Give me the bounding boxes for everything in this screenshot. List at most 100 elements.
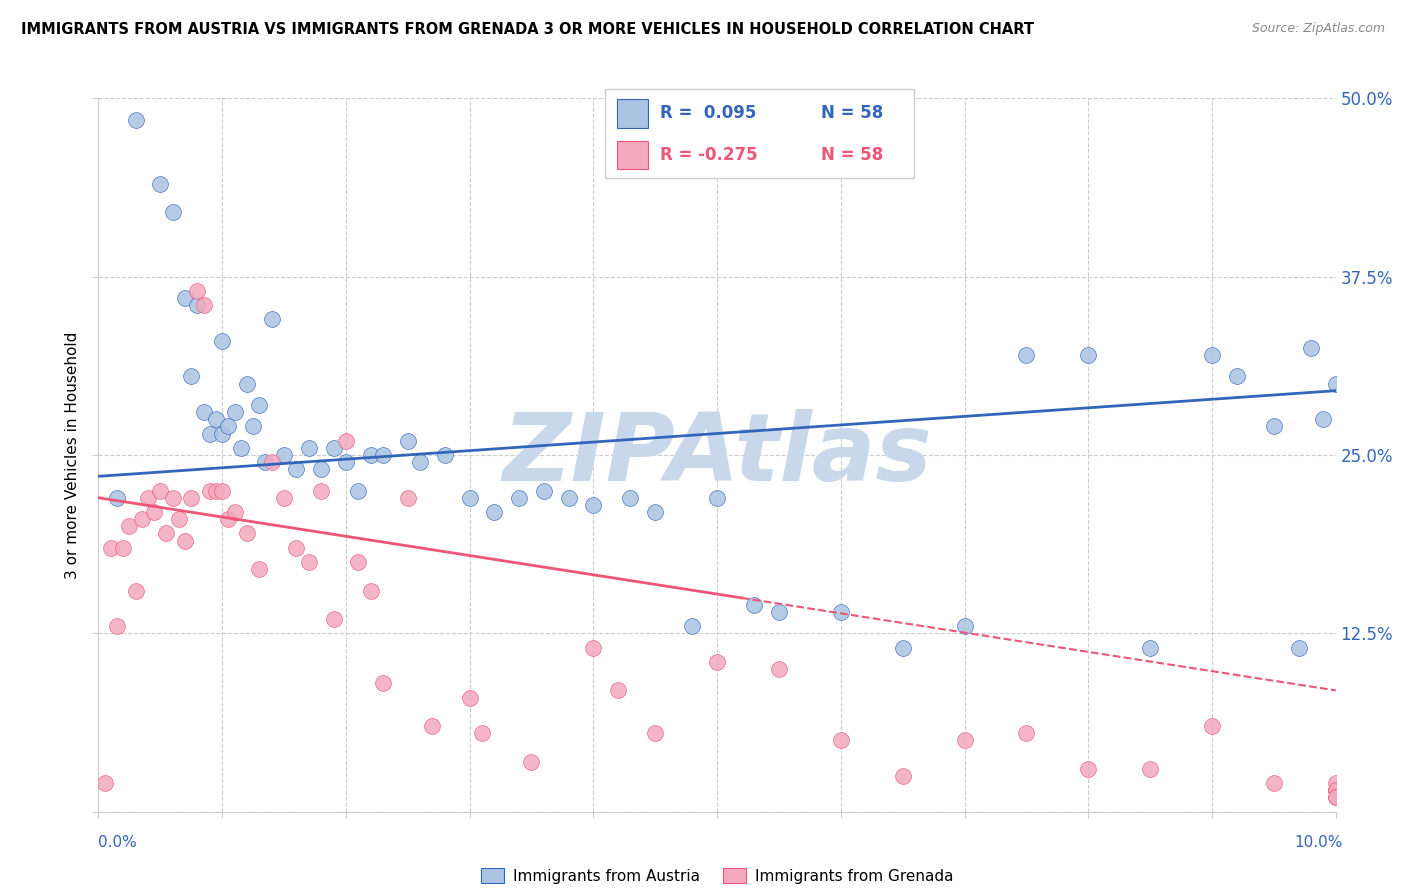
Point xyxy=(1139,762,1161,776)
Point xyxy=(260,312,283,326)
Point xyxy=(335,455,357,469)
Point xyxy=(273,448,295,462)
Point xyxy=(1324,376,1347,391)
Point xyxy=(217,512,239,526)
Point xyxy=(768,662,790,676)
Point xyxy=(458,491,481,505)
Point xyxy=(285,462,308,476)
Point xyxy=(433,448,456,462)
Point xyxy=(322,612,344,626)
Point xyxy=(1226,369,1249,384)
Point xyxy=(105,619,128,633)
Point xyxy=(247,562,270,576)
FancyBboxPatch shape xyxy=(617,141,648,169)
Point xyxy=(953,733,976,747)
Point xyxy=(211,334,233,348)
Text: ZIPAtlas: ZIPAtlas xyxy=(502,409,932,501)
Point xyxy=(273,491,295,505)
Point xyxy=(1201,348,1223,362)
Point xyxy=(124,583,146,598)
Point xyxy=(681,619,703,633)
Point xyxy=(458,690,481,705)
Point xyxy=(93,776,115,790)
Point xyxy=(118,519,141,533)
Point xyxy=(136,491,159,505)
Point xyxy=(830,605,852,619)
Text: R = -0.275: R = -0.275 xyxy=(661,146,758,164)
Point xyxy=(396,434,419,448)
Point xyxy=(180,491,202,505)
Point xyxy=(124,112,146,127)
Point xyxy=(186,298,208,312)
Point xyxy=(607,683,630,698)
Point xyxy=(217,419,239,434)
Point xyxy=(211,483,233,498)
Y-axis label: 3 or more Vehicles in Household: 3 or more Vehicles in Household xyxy=(65,331,80,579)
Point xyxy=(360,583,382,598)
Text: N = 58: N = 58 xyxy=(821,146,883,164)
Point xyxy=(1299,341,1322,355)
Point xyxy=(371,448,394,462)
Point xyxy=(533,483,555,498)
Point xyxy=(167,512,190,526)
Point xyxy=(1263,419,1285,434)
Point xyxy=(484,505,506,519)
Text: 10.0%: 10.0% xyxy=(1295,836,1343,850)
Point xyxy=(347,483,370,498)
Point xyxy=(236,376,259,391)
Point xyxy=(254,455,277,469)
Point xyxy=(422,719,444,733)
Point xyxy=(198,483,221,498)
Point xyxy=(1015,726,1038,740)
Point xyxy=(193,298,215,312)
Legend: Immigrants from Austria, Immigrants from Grenada: Immigrants from Austria, Immigrants from… xyxy=(475,862,959,889)
Point xyxy=(1324,783,1347,797)
Point xyxy=(508,491,530,505)
Point xyxy=(174,533,197,548)
Point xyxy=(1139,640,1161,655)
Point xyxy=(186,284,208,298)
Point xyxy=(1077,348,1099,362)
Text: R =  0.095: R = 0.095 xyxy=(661,104,756,122)
Point xyxy=(347,555,370,569)
Point xyxy=(242,419,264,434)
Point xyxy=(298,555,321,569)
Point xyxy=(322,441,344,455)
Point xyxy=(309,462,332,476)
Point xyxy=(1324,783,1347,797)
Point xyxy=(155,526,177,541)
Point xyxy=(619,491,641,505)
Point xyxy=(582,498,605,512)
Point xyxy=(247,398,270,412)
Point xyxy=(1263,776,1285,790)
Point xyxy=(1288,640,1310,655)
Point xyxy=(582,640,605,655)
Point xyxy=(335,434,357,448)
Point xyxy=(149,483,172,498)
Point xyxy=(830,733,852,747)
Point xyxy=(706,655,728,669)
Point xyxy=(211,426,233,441)
Point xyxy=(309,483,332,498)
Point xyxy=(1201,719,1223,733)
Point xyxy=(180,369,202,384)
Point xyxy=(644,505,666,519)
Text: 0.0%: 0.0% xyxy=(98,836,138,850)
Point xyxy=(1324,783,1347,797)
Point xyxy=(298,441,321,455)
Point xyxy=(1324,790,1347,805)
Point xyxy=(371,676,394,690)
Point xyxy=(396,491,419,505)
Point xyxy=(162,491,184,505)
Point xyxy=(706,491,728,505)
Point xyxy=(224,505,246,519)
Point xyxy=(1077,762,1099,776)
Point xyxy=(162,205,184,219)
Point xyxy=(409,455,432,469)
Point xyxy=(1324,790,1347,805)
Point xyxy=(360,448,382,462)
Point xyxy=(1324,776,1347,790)
Point xyxy=(285,541,308,555)
Point xyxy=(644,726,666,740)
Point xyxy=(205,483,228,498)
